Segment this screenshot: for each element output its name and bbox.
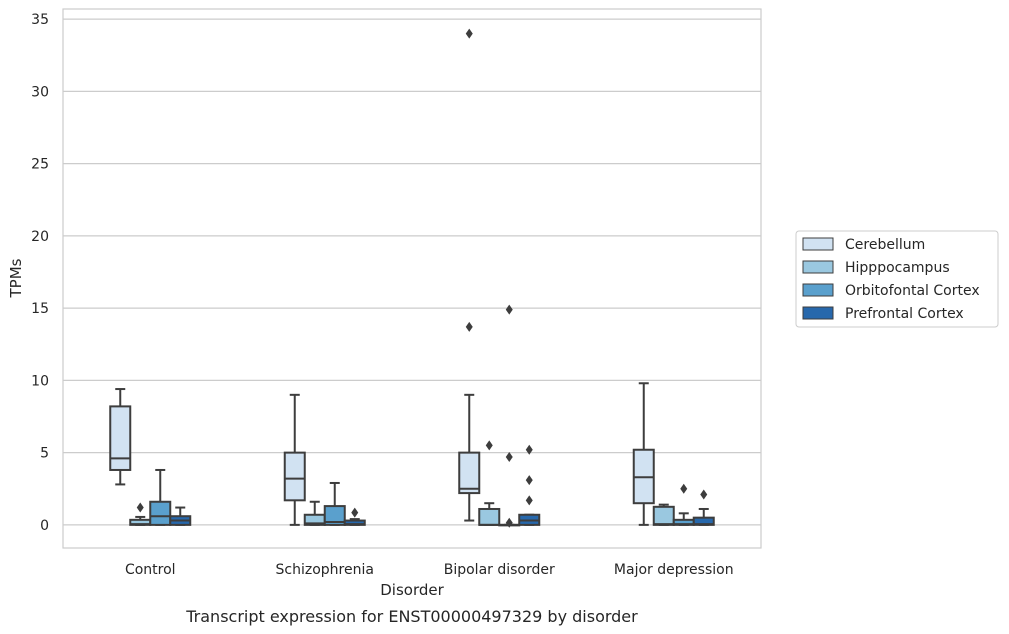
legend: Cerebellum Hipppocampus Orbitofontal Corte… bbox=[795, 230, 999, 328]
box-iqr bbox=[283, 451, 306, 502]
y-tick-label: 20 bbox=[31, 229, 49, 245]
plot-frame bbox=[62, 8, 762, 549]
legend-frame bbox=[795, 230, 999, 328]
legend-swatch bbox=[802, 260, 834, 274]
box-hipppocampus bbox=[652, 503, 675, 526]
y-tick-label: 25 bbox=[31, 157, 49, 173]
y-tick-label: 5 bbox=[40, 446, 49, 462]
x-tick-label: Schizophrenia bbox=[276, 562, 374, 578]
y-tick-label: 15 bbox=[31, 301, 49, 317]
box-cerebellum bbox=[283, 393, 306, 526]
outlier-point bbox=[505, 451, 513, 462]
outlier-point bbox=[351, 507, 359, 518]
box-iqr bbox=[478, 507, 501, 526]
box-iqr bbox=[458, 451, 481, 495]
gridlines bbox=[63, 18, 761, 526]
box-cerebellum bbox=[632, 382, 655, 526]
legend-label: Orbitofontal Cortex bbox=[845, 283, 980, 299]
outlier-point bbox=[700, 489, 708, 500]
legend-label: Prefrontal Cortex bbox=[845, 306, 964, 322]
box-iqr bbox=[149, 500, 172, 526]
outlier-point bbox=[465, 28, 473, 39]
outlier-point bbox=[485, 440, 493, 451]
box-prefrontal-cortex bbox=[169, 506, 192, 526]
outlier-point bbox=[505, 304, 513, 315]
chart-caption: Transcript expression for ENST0000049732… bbox=[185, 607, 638, 626]
y-tick-label: 30 bbox=[31, 84, 49, 100]
box-prefrontal-cortex bbox=[692, 489, 715, 526]
x-tick-label: Bipolar disorder bbox=[444, 562, 555, 578]
x-tick-label: Control bbox=[125, 562, 176, 578]
x-tick-label: Major depression bbox=[614, 562, 734, 578]
box-orbitofontal-cortex bbox=[149, 468, 172, 526]
y-tick-label: 35 bbox=[31, 12, 49, 28]
box-cerebellum bbox=[458, 28, 481, 522]
box-orbitofontal-cortex bbox=[323, 481, 346, 526]
box-prefrontal-cortex bbox=[343, 507, 366, 526]
box-cerebellum bbox=[109, 388, 132, 486]
y-axis-label: TPMs bbox=[7, 258, 25, 298]
outlier-point bbox=[136, 502, 144, 513]
x-axis-label: Disorder bbox=[380, 581, 444, 599]
box-iqr bbox=[652, 505, 675, 526]
outlier-point bbox=[465, 321, 473, 332]
outlier-point bbox=[505, 517, 513, 528]
y-tick-labels: 0 5 10 15 20 25 30 35 bbox=[31, 12, 49, 534]
box-iqr bbox=[323, 505, 346, 526]
y-tick-label: 10 bbox=[31, 373, 49, 389]
plot-background bbox=[63, 9, 761, 548]
outlier-point bbox=[525, 475, 533, 486]
legend-label: Cerebellum bbox=[845, 237, 925, 253]
x-tick-labels: Control Schizophrenia Bipolar disorder Majo… bbox=[125, 562, 734, 578]
y-tick-label: 0 bbox=[40, 518, 49, 534]
outlier-point bbox=[680, 483, 688, 494]
outlier-point bbox=[525, 495, 533, 506]
legend-swatch bbox=[802, 306, 834, 320]
outlier-point bbox=[525, 444, 533, 455]
legend-swatch bbox=[802, 283, 834, 297]
boxes bbox=[109, 28, 715, 528]
legend-label: Hipppocampus bbox=[845, 260, 950, 276]
box-orbitofontal-cortex bbox=[672, 483, 695, 526]
legend-swatch bbox=[802, 237, 834, 251]
box-hipppocampus bbox=[478, 440, 501, 526]
box-prefrontal-cortex bbox=[518, 444, 541, 526]
box-iqr bbox=[109, 405, 132, 471]
